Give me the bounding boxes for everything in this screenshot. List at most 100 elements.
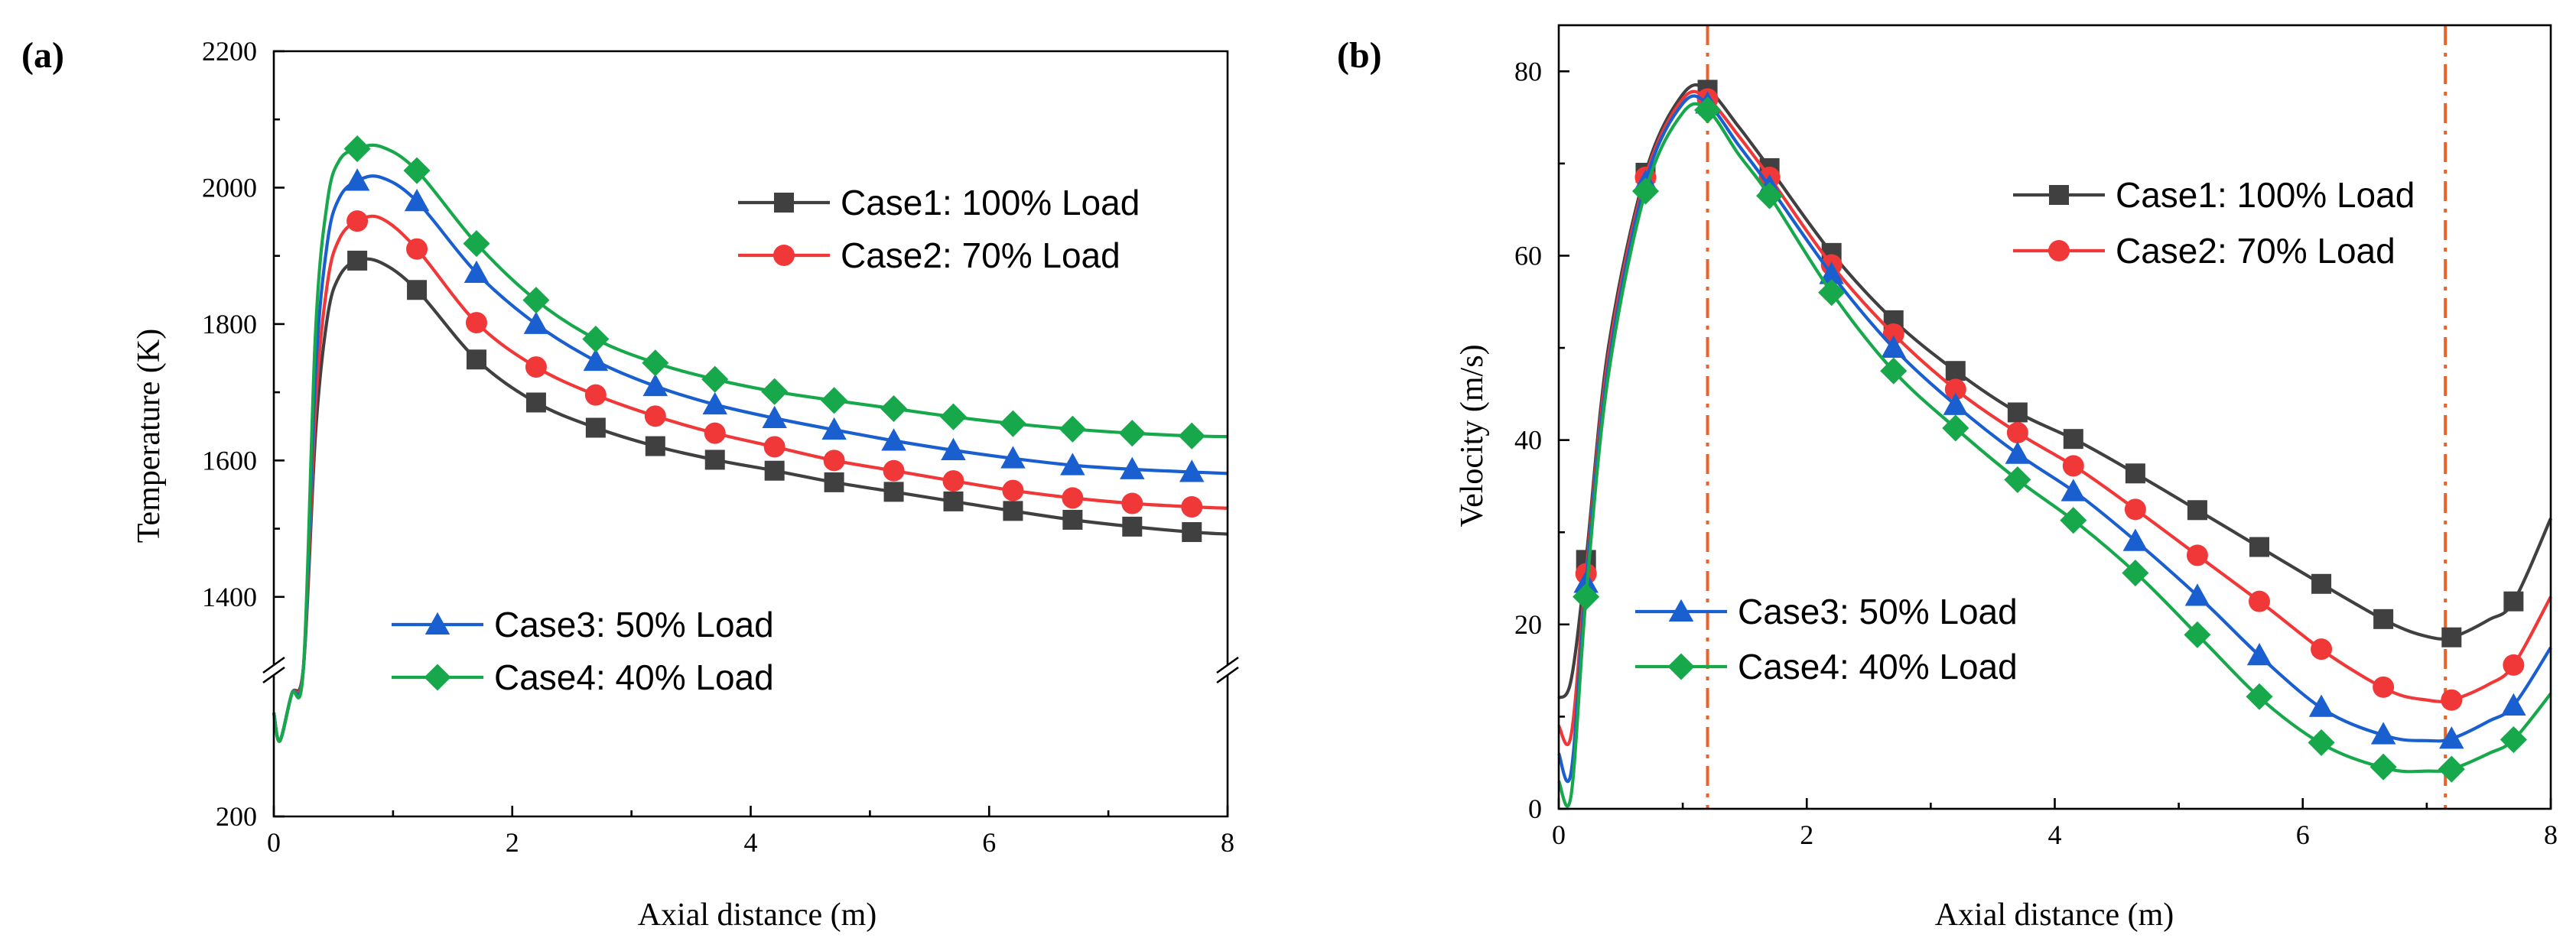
panel-b-data-point-case2: [2006, 422, 2028, 443]
legend-marker-b-case4: [1667, 653, 1695, 680]
panel-a-data-point-case3: [642, 373, 668, 397]
panel-a-data-point-case3: [344, 168, 370, 191]
panel-b-data-point-case3: [1819, 261, 1844, 284]
panel-b-data-point-case3: [2184, 583, 2210, 606]
panel-a-data-point-case4: [999, 410, 1026, 437]
panel-b-data-point-case3: [2060, 479, 2086, 501]
panel-b-x-axis-title: Axial distance (m): [1935, 897, 2174, 933]
panel-b-x-tick-label: 4: [2048, 820, 2062, 850]
panel-a-data-point-case2: [1002, 479, 1024, 501]
panel-a-data-point-case3: [1060, 453, 1085, 476]
panel-a-data-point-case3: [583, 348, 609, 372]
panel-a-y-tick-label: 1400: [202, 582, 257, 612]
panel-b-y-axis-title: Velocity (m/s): [1455, 344, 1490, 527]
panel-a-label: (a): [21, 35, 64, 76]
panel-a-data-point-case3: [941, 437, 966, 460]
panel-a-x-tick-label: 0: [267, 827, 281, 858]
panel-a-data-point-case2: [584, 384, 607, 406]
legend-marker-b-case3: [1668, 599, 1694, 622]
axis-break-mark-left-bottom: [262, 666, 285, 684]
legend-label-a-case4: Case4: 40% Load: [494, 657, 774, 697]
panel-a-data-point-case4: [403, 157, 431, 184]
panel-b-data-point-case4: [2060, 507, 2087, 534]
panel-a-data-point-case2: [465, 312, 487, 334]
panel-a-data-point-case1: [347, 250, 368, 271]
panel-a-data-point-case4: [939, 403, 968, 430]
panel-a-data-point-case4: [463, 230, 490, 258]
panel-a-data-point-case1: [943, 491, 964, 511]
legend-marker-b-case1: [2049, 185, 2069, 205]
legend-marker-a-case1: [774, 193, 794, 213]
panel-b-data-point-case3: [1943, 392, 1969, 415]
panel-b-data-point-case4: [1818, 279, 1846, 307]
panel-a-data-point-case1: [1003, 501, 1023, 521]
panel-a-y-axis-title: Temperature (K): [132, 329, 167, 543]
panel-b-data-point-case3: [2005, 441, 2031, 464]
panel-b-data-point-case1: [2441, 627, 2462, 648]
panel-a-data-point-case1: [883, 482, 904, 502]
panel-a-frame-lower: [272, 675, 1229, 818]
panel-a-data-point-case3: [1120, 456, 1145, 479]
panel-a-data-point-case2: [644, 405, 666, 427]
panel-a-data-point-case3: [881, 428, 906, 451]
panel-b-data-point-case3: [2501, 693, 2526, 716]
panel-b-data-point-case1: [2373, 609, 2394, 629]
panel-a-data-point-case1: [525, 392, 546, 413]
panel-b-data-point-case4: [2122, 559, 2149, 587]
panel-b-data-point-case4: [2246, 683, 2273, 710]
axis-break-mark-right-bottom: [1216, 666, 1239, 684]
legend-label-b-case4: Case4: 40% Load: [1738, 647, 2018, 686]
panel-a-x-tick-label: 4: [744, 827, 758, 858]
axis-break-mark-right-top: [1216, 656, 1239, 674]
panel-b-data-point-case3: [2439, 726, 2464, 749]
panel-a-data-point-case4: [1118, 420, 1146, 447]
panel-a-data-point-case3: [404, 189, 430, 212]
panel-b-data-point-case4: [1880, 357, 1908, 385]
panel-b-x-tick-label: 2: [1800, 820, 1813, 850]
panel-a-data-point-case2: [704, 422, 726, 444]
panel-b-data-point-case1: [2063, 429, 2083, 450]
panel-a-data-point-case4: [1059, 415, 1086, 443]
panel-b-data-point-case2: [2249, 590, 2271, 612]
panel-a-data-point-case1: [1062, 509, 1083, 530]
legend-marker-a-case3: [424, 612, 450, 635]
panel-a-data-point-case4: [761, 378, 789, 405]
axis-break-mark-left-top: [262, 656, 285, 674]
panel-a-data-point-case3: [762, 405, 787, 429]
panel-b-data-point-case4: [2184, 621, 2211, 648]
panel-a-data-point-case2: [406, 238, 428, 260]
panel-b-data-point-case1: [2311, 573, 2332, 594]
panel-b-data-point-case4: [2004, 466, 2031, 494]
panel-b-data-point-case1: [2007, 402, 2028, 423]
panel-b-y-tick-label: 0: [1528, 794, 1542, 824]
panel-a-data-point-case4: [821, 387, 848, 414]
panel-b-data-point-case4: [2369, 753, 2397, 781]
panel-a-data-point-case4: [701, 365, 729, 393]
legend-label-b-case3: Case3: 50% Load: [1738, 592, 2018, 631]
panel-a-data-point-case2: [823, 450, 845, 472]
panel-a-data-point-case3: [463, 260, 490, 283]
panel-a-temperature: (a) 0 2 4 6 8 200 1400 1600 1800 2000 2200 Axial d…: [21, 35, 1239, 933]
legend-label-a-case3: Case3: 50% Load: [494, 605, 774, 644]
panel-a-data-point-case1: [1122, 516, 1143, 537]
panel-b-data-point-case4: [2438, 755, 2465, 783]
panel-a-x-tick-label: 6: [982, 827, 996, 858]
panel-a-data-point-case2: [763, 436, 785, 458]
panel-b-y-tick-label: 20: [1514, 609, 1542, 640]
panel-b-data-point-case4: [1573, 583, 1600, 611]
legend-label-b-case2: Case2: 70% Load: [2116, 231, 2395, 271]
panel-b-data-point-case2: [1882, 323, 1904, 345]
panel-b-data-point-case4: [1942, 414, 1969, 442]
panel-b-data-point-case1: [2249, 537, 2270, 557]
panel-b-x-tick-label: 8: [2544, 820, 2558, 850]
legend-marker-a-case4: [424, 664, 451, 691]
panel-a-y-tick-label: 2000: [202, 172, 257, 203]
panel-b-data-point-case4: [2308, 729, 2335, 756]
panel-a-y-tick-label: 200: [216, 801, 257, 832]
legend-marker-a-case2: [773, 245, 795, 266]
panel-a-data-point-case1: [645, 436, 665, 456]
panel-b-data-point-case2: [2186, 544, 2208, 566]
panel-a-series-line-case4: [272, 143, 1228, 743]
panel-b-y-tick-label: 40: [1514, 425, 1542, 456]
